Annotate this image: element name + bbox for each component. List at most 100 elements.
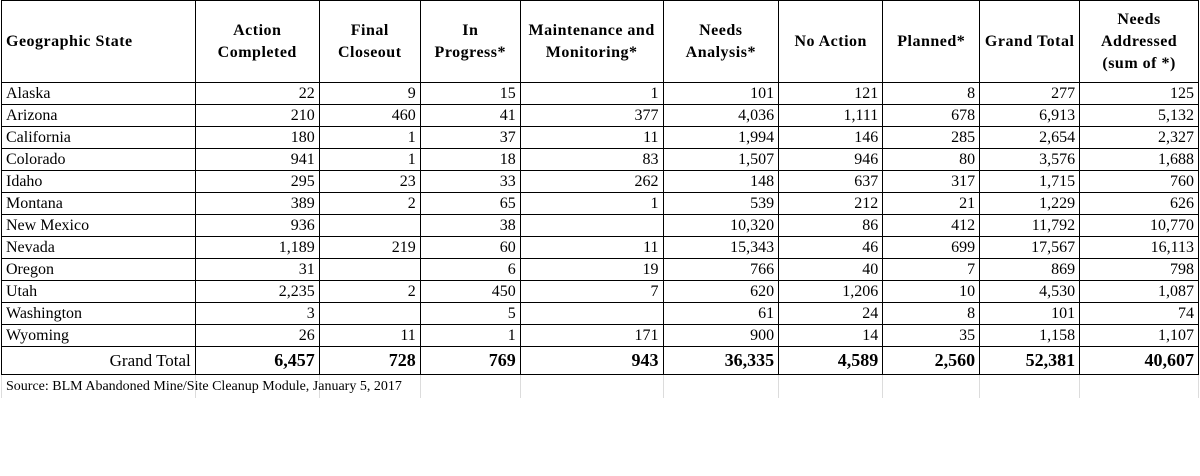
header-geographic-state: Geographic State	[1, 0, 196, 83]
value-cell: 15	[419, 82, 521, 105]
value-cell: 40	[778, 258, 884, 281]
table-row: Oregon 31 6 19 766 40 7 869 798	[1, 258, 1199, 281]
value-cell: 10,320	[662, 214, 780, 237]
value-cell: 620	[662, 280, 780, 303]
total-cell: 943	[519, 346, 664, 375]
value-cell: 936	[194, 214, 320, 237]
value-cell: 1,507	[662, 148, 780, 171]
value-cell: 539	[662, 192, 780, 215]
state-name: Montana	[1, 192, 196, 215]
value-cell: 10	[882, 280, 981, 303]
value-cell: 869	[979, 258, 1081, 281]
header-grand-total: Grand Total	[979, 0, 1081, 83]
value-cell	[519, 214, 664, 237]
state-name: Colorado	[1, 148, 196, 171]
value-cell: 1,107	[1079, 324, 1199, 347]
value-cell: 11,792	[979, 214, 1081, 237]
table-row: Nevada 1,189 219 60 11 15,343 46 699 17,567 16,11…	[1, 236, 1199, 259]
total-cell: 2,560	[882, 346, 981, 375]
total-cell: 728	[318, 346, 421, 375]
value-cell: 760	[1079, 170, 1199, 193]
value-cell: 1	[519, 82, 664, 105]
state-name: Arizona	[1, 104, 196, 127]
value-cell: 941	[194, 148, 320, 171]
value-cell: 17,567	[979, 236, 1081, 259]
value-cell: 121	[778, 82, 884, 105]
header-action-completed: Action Completed	[194, 0, 320, 83]
value-cell: 1,715	[979, 170, 1081, 193]
value-cell: 18	[419, 148, 521, 171]
state-name: Oregon	[1, 258, 196, 281]
value-cell: 15,343	[662, 236, 780, 259]
value-cell: 3	[194, 302, 320, 325]
value-cell: 5,132	[1079, 104, 1199, 127]
value-cell: 65	[419, 192, 521, 215]
value-cell: 6,913	[979, 104, 1081, 127]
value-cell: 4,036	[662, 104, 780, 127]
source-row: Source: BLM Abandoned Mine/Site Cleanup …	[1, 374, 1199, 398]
value-cell: 80	[882, 148, 981, 171]
value-cell: 11	[519, 126, 664, 149]
table-row: Arizona 210 460 41 377 4,036 1,111 678 6,913 5,13…	[1, 104, 1199, 127]
value-cell: 10,770	[1079, 214, 1199, 237]
total-cell: 36,335	[662, 346, 780, 375]
value-cell: 412	[882, 214, 981, 237]
total-cell: 4,589	[778, 346, 884, 375]
table-row: California 180 1 37 11 1,994 146 285 2,654 2,327	[1, 126, 1199, 149]
value-cell: 7	[519, 280, 664, 303]
value-cell: 1,111	[778, 104, 884, 127]
value-cell: 2,654	[979, 126, 1081, 149]
value-cell: 626	[1079, 192, 1199, 215]
table-row: Colorado 941 1 18 83 1,507 946 80 3,576 1,688	[1, 148, 1199, 171]
value-cell: 26	[194, 324, 320, 347]
value-cell: 1	[318, 126, 421, 149]
table-body: Alaska 22 9 15 1 101 121 8 277 125 Arizona 210 460 41…	[1, 82, 1199, 398]
value-cell: 2	[318, 280, 421, 303]
value-cell: 4,530	[979, 280, 1081, 303]
total-cell: 769	[419, 346, 521, 375]
value-cell: 1	[318, 148, 421, 171]
value-cell: 2,327	[1079, 126, 1199, 149]
table-row: New Mexico 936 38 10,320 86 412 11,792 10,770	[1, 214, 1199, 237]
value-cell: 262	[519, 170, 664, 193]
value-cell: 11	[318, 324, 421, 347]
value-cell: 798	[1079, 258, 1199, 281]
value-cell: 277	[979, 82, 1081, 105]
value-cell: 900	[662, 324, 780, 347]
state-name: Washington	[1, 302, 196, 325]
table-row: Alaska 22 9 15 1 101 121 8 277 125	[1, 82, 1199, 105]
state-name: Nevada	[1, 236, 196, 259]
value-cell: 1,688	[1079, 148, 1199, 171]
header-planned: Planned*	[882, 0, 981, 83]
value-cell: 6	[419, 258, 521, 281]
value-cell: 31	[194, 258, 320, 281]
state-name: Wyoming	[1, 324, 196, 347]
state-name: California	[1, 126, 196, 149]
value-cell: 1,994	[662, 126, 780, 149]
value-cell: 23	[318, 170, 421, 193]
state-name: Idaho	[1, 170, 196, 193]
value-cell	[519, 302, 664, 325]
value-cell: 377	[519, 104, 664, 127]
state-name: New Mexico	[1, 214, 196, 237]
value-cell: 8	[882, 302, 981, 325]
state-name: Alaska	[1, 82, 196, 105]
value-cell: 295	[194, 170, 320, 193]
value-cell: 1,158	[979, 324, 1081, 347]
empty-cell	[195, 374, 320, 398]
header-needs-addressed: Needs Addressed (sum of *)	[1079, 0, 1199, 83]
value-cell: 1,087	[1079, 280, 1199, 303]
value-cell: 86	[778, 214, 884, 237]
value-cell: 37	[419, 126, 521, 149]
table-row: Utah 2,235 2 450 7 620 1,206 10 4,530 1,087	[1, 280, 1199, 303]
header-row: Geographic State Action Completed Final …	[1, 0, 1199, 83]
value-cell: 21	[882, 192, 981, 215]
value-cell: 14	[778, 324, 884, 347]
total-cell: 40,607	[1079, 346, 1199, 375]
value-cell: 1,206	[778, 280, 884, 303]
value-cell: 180	[194, 126, 320, 149]
table-row: Wyoming 26 11 1 171 900 14 35 1,158 1,107	[1, 324, 1199, 347]
value-cell: 946	[778, 148, 884, 171]
value-cell: 61	[662, 302, 780, 325]
value-cell: 699	[882, 236, 981, 259]
